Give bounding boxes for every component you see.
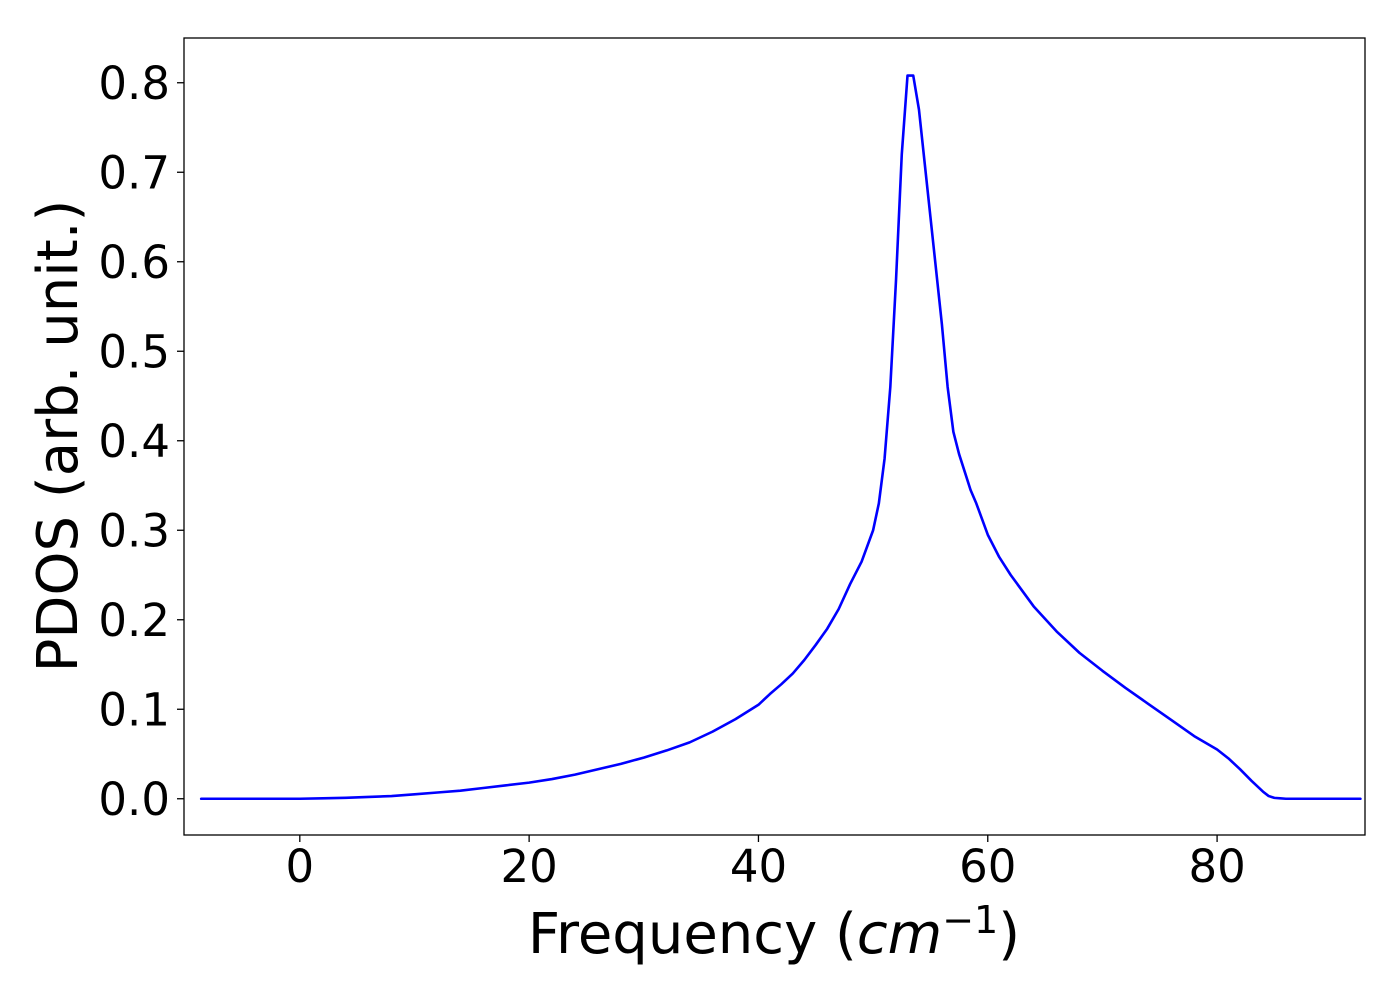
x-axis-label-unit: cm [857, 902, 942, 967]
y-tick-label: 0.2 [98, 594, 170, 647]
y-axis-ticks: 0.0 0.1 0.2 0.3 0.4 0.5 0.6 0.7 0.8 [98, 57, 184, 826]
x-tick-label: 20 [500, 840, 557, 893]
x-axis-ticks: 0 20 40 60 80 [285, 835, 1246, 893]
x-axis-label-prefix: Frequency ( [528, 902, 857, 967]
x-axis-label-suffix: ) [998, 902, 1020, 967]
x-axis-label-exponent: −1 [942, 898, 998, 942]
x-axis-label: Frequency (cm−1) [528, 898, 1020, 967]
x-tick-label: 80 [1188, 840, 1245, 893]
y-axis-label: PDOS (arb. unit.) [26, 200, 91, 673]
y-tick-label: 0.3 [98, 504, 170, 557]
x-tick-label: 0 [285, 840, 314, 893]
series-layer [199, 74, 1362, 801]
x-tick-label: 60 [959, 840, 1016, 893]
x-tick-label: 40 [730, 840, 787, 893]
y-tick-label: 0.8 [98, 57, 170, 110]
y-tick-label: 0.0 [98, 773, 170, 826]
y-tick-label: 0.1 [98, 683, 170, 736]
plot-area [183, 37, 1366, 836]
y-tick-label: 0.7 [98, 146, 170, 199]
y-tick-label: 0.6 [98, 236, 170, 289]
y-tick-label: 0.5 [98, 325, 170, 378]
y-tick-label: 0.4 [98, 415, 170, 468]
series-line-0 [199, 74, 1362, 801]
